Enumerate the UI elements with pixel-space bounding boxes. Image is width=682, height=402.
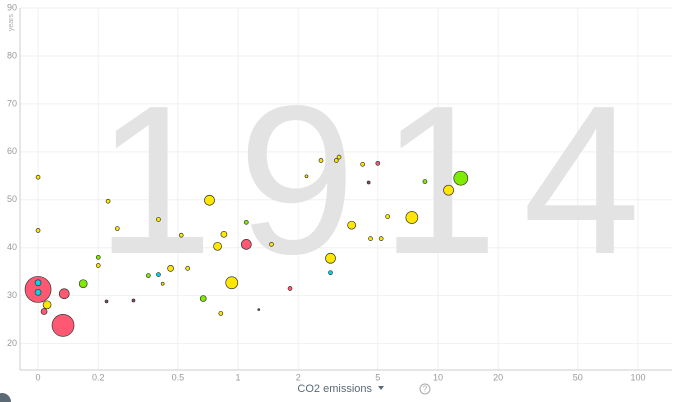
bubble (185, 266, 191, 271)
bubble (156, 217, 161, 222)
bubble (240, 239, 252, 250)
bubble (443, 184, 454, 196)
bubble (328, 270, 333, 276)
bubble (105, 198, 111, 204)
x-tick-label: 0.2 (92, 372, 105, 382)
x-tick-label: 100 (630, 372, 645, 382)
bubble (178, 232, 184, 238)
bubble (318, 158, 324, 163)
bubble (58, 288, 70, 300)
bubble (333, 158, 339, 163)
help-icon-text[interactable]: ? (423, 385, 428, 394)
bubble (218, 311, 224, 316)
bubble (156, 272, 161, 277)
bubble (375, 160, 381, 166)
bubble (385, 214, 390, 219)
x-tick-label: 2 (296, 372, 301, 382)
corner-button[interactable] (0, 393, 11, 402)
bubble (131, 298, 136, 303)
bubble (160, 281, 165, 286)
y-tick-label: 30 (7, 290, 17, 300)
help-icon[interactable] (419, 383, 431, 395)
bubble (225, 276, 239, 290)
bubble (257, 308, 261, 311)
bubble (114, 226, 120, 231)
y-tick-label: 70 (7, 98, 17, 108)
bubble (34, 279, 42, 287)
bubble (220, 230, 228, 238)
axis-dropdown-arrow[interactable] (378, 386, 384, 390)
bubble (347, 220, 356, 230)
bubble (368, 236, 373, 241)
bubble (204, 194, 215, 206)
bubble (78, 279, 88, 289)
x-tick-label: 5 (375, 372, 380, 382)
y-tick-label: 20 (7, 338, 17, 348)
bubble (95, 254, 101, 260)
bubble (51, 314, 75, 337)
x-tick-label: 20 (493, 372, 503, 382)
bubble (336, 154, 342, 160)
bubble (366, 180, 371, 185)
x-tick-label: 50 (573, 372, 583, 382)
bubble (243, 219, 249, 225)
bubble (405, 211, 419, 224)
x-tick-label: 0 (36, 372, 41, 382)
bubble (422, 179, 428, 184)
bubble (34, 288, 42, 296)
x-tick-label: 0.5 (172, 372, 185, 382)
bubble (35, 174, 41, 180)
bubble (145, 273, 151, 278)
bubble (325, 252, 336, 264)
bubble (304, 174, 309, 179)
y-tick-label: 80 (7, 50, 17, 60)
bubble (35, 228, 41, 233)
bubble (95, 263, 101, 268)
x-axis-label[interactable]: CO2 emissions (297, 383, 372, 395)
bubble (42, 300, 52, 310)
bubble (287, 286, 293, 291)
y-tick-label: 90 (7, 2, 17, 12)
bubble (360, 161, 366, 167)
y-tick-label: 60 (7, 146, 17, 156)
bubble (104, 299, 109, 304)
bubble (269, 242, 274, 247)
x-tick-label: 10 (433, 372, 443, 382)
bubble (453, 170, 469, 186)
bubble (378, 236, 384, 241)
bubble (199, 295, 207, 302)
bubble (40, 308, 48, 315)
x-tick-label: 1 (236, 372, 241, 382)
y-tick-label: 50 (7, 194, 17, 204)
bubble (167, 265, 174, 272)
y-tick-label: 40 (7, 242, 17, 252)
bubble (213, 241, 222, 251)
y-axis-label: years (8, 14, 15, 32)
year-watermark: 1914 (96, 61, 641, 298)
